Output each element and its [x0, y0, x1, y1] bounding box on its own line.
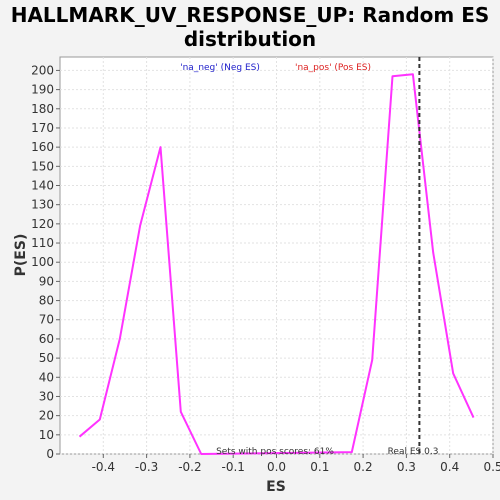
legend-pos: 'na_pos' (Pos ES) — [295, 63, 371, 73]
x-tick-label: 0.3 — [397, 460, 416, 474]
x-tick-label: 0.4 — [440, 460, 459, 474]
y-tick-label: 80 — [39, 294, 54, 308]
y-tick-label: 40 — [39, 370, 54, 384]
y-tick-label: 0 — [46, 447, 54, 461]
x-tick-label: 0.2 — [354, 460, 373, 474]
y-tick-label: 120 — [31, 217, 54, 231]
y-tick-label: 10 — [39, 428, 54, 442]
y-tick-label: 200 — [31, 63, 54, 77]
x-axis-ticks: -0.4 -0.3 -0.2 -0.1 0.0 0.1 0.2 0.3 0.4 0.5 — [92, 454, 500, 474]
chart-title-line1: HALLMARK_UV_RESPONSE_UP: Random ES — [11, 3, 490, 27]
y-tick-label: 70 — [39, 313, 54, 327]
x-tick-label: -0.2 — [178, 460, 201, 474]
distribution-line — [78, 73, 475, 455]
y-tick-label: 60 — [39, 332, 54, 346]
y-tick-label: 90 — [39, 274, 54, 288]
y-tick-label: 150 — [31, 159, 54, 173]
y-tick-label: 20 — [39, 409, 54, 423]
x-tick-label: 0.1 — [310, 460, 329, 474]
y-tick-label: 160 — [31, 140, 54, 154]
x-tick-label: -0.4 — [92, 460, 115, 474]
x-tick-label: 0.0 — [267, 460, 286, 474]
y-tick-label: 100 — [31, 255, 54, 269]
y-tick-label: 130 — [31, 198, 54, 212]
plot-area — [59, 56, 494, 455]
series-group — [78, 73, 475, 455]
y-tick-label: 190 — [31, 83, 54, 97]
y-tick-label: 110 — [31, 236, 54, 250]
y-axis-title: P(ES) — [13, 234, 29, 277]
y-tick-label: 180 — [31, 102, 54, 116]
y-tick-label: 30 — [39, 389, 54, 403]
grid-lines — [60, 57, 494, 455]
y-tick-label: 170 — [31, 121, 54, 135]
x-tick-label: -0.1 — [221, 460, 244, 474]
y-axis-ticks: 0 10 20 30 40 50 60 70 80 90 100 110 120 130 140 150 160… — [31, 63, 60, 461]
y-tick-label: 140 — [31, 178, 54, 192]
x-tick-label: 0.5 — [483, 460, 500, 474]
x-tick-label: -0.3 — [135, 460, 158, 474]
x-axis-title: ES — [266, 479, 286, 495]
real-es-annotation: Real ES 0.3 — [388, 447, 439, 457]
pos-scores-annotation: Sets with pos scores: 61% — [216, 447, 334, 457]
legend-neg: 'na_neg' (Neg ES) — [180, 63, 260, 73]
chart-title-line2: distribution — [184, 27, 316, 51]
y-tick-label: 50 — [39, 351, 54, 365]
